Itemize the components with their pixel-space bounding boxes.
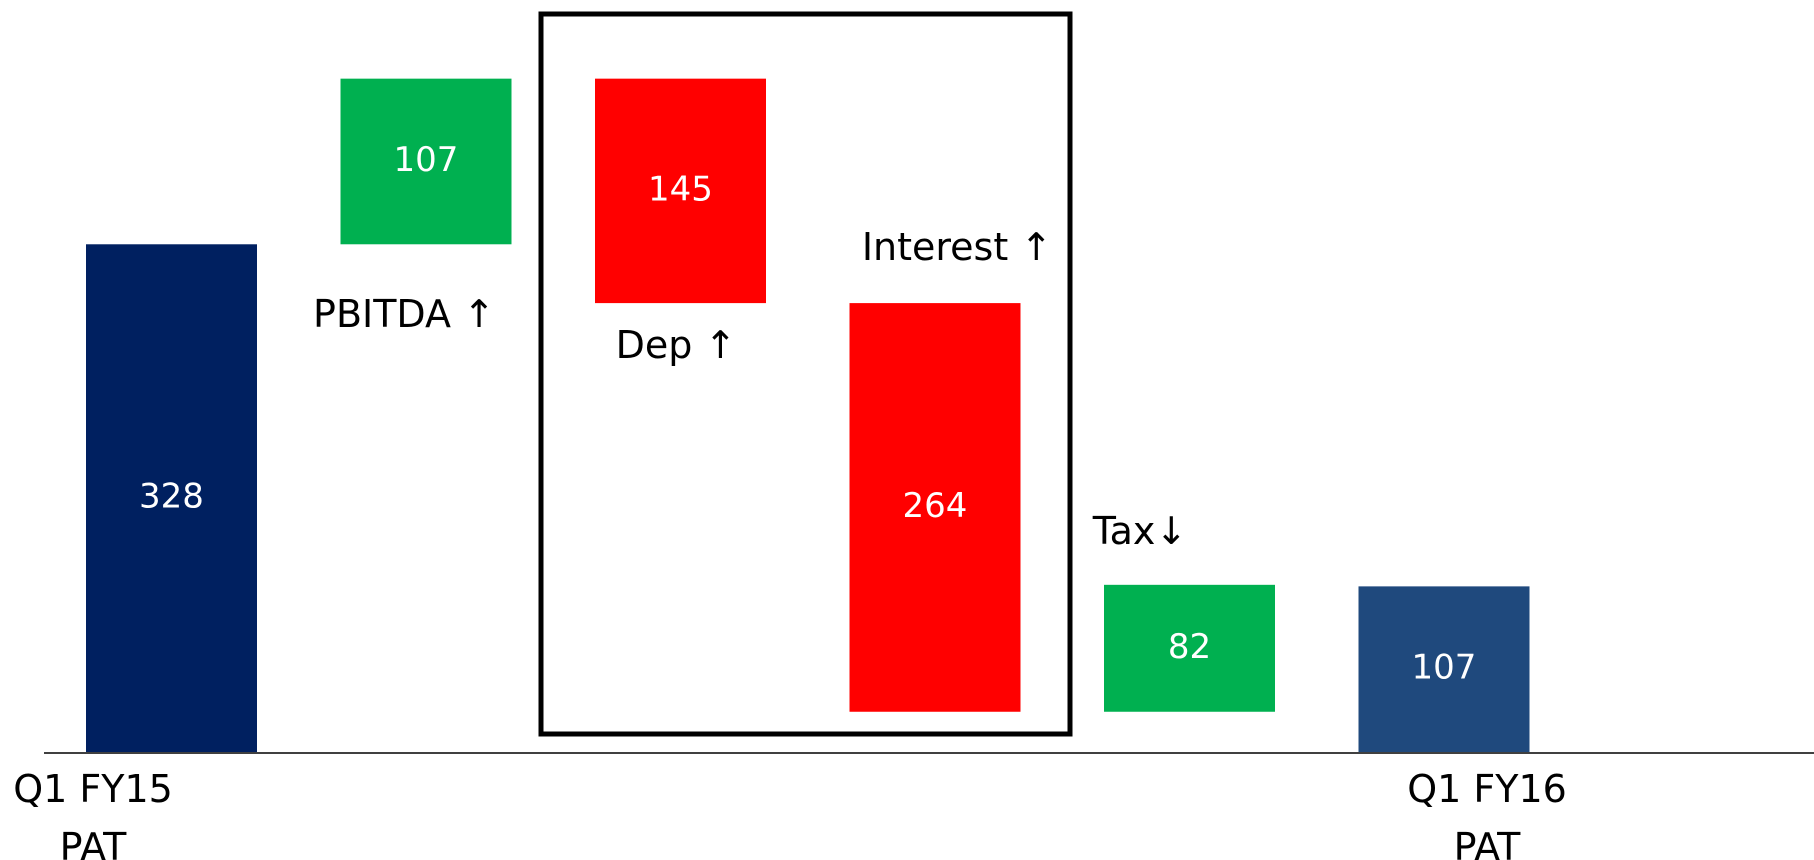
- category-label: Q1 FY16 PAT: [1407, 767, 1567, 860]
- bar: [1358, 586, 1530, 752]
- value-label: 145: [648, 169, 713, 209]
- category-label: Interest ↑: [861, 225, 1053, 269]
- category-label: PBITDA ↑: [313, 292, 495, 336]
- category-label: Tax↓: [1092, 509, 1188, 553]
- value-label: 107: [1412, 648, 1477, 688]
- category-label: Dep ↑: [615, 323, 737, 367]
- highlight-box: [538, 11, 1073, 737]
- bar: [86, 244, 257, 753]
- bar: [340, 78, 512, 245]
- value-label: 82: [1168, 627, 1211, 667]
- value-label: 328: [139, 477, 204, 517]
- category-label: Q1 FY15 PAT: [13, 767, 173, 860]
- value-label: 264: [903, 486, 968, 526]
- bar: [595, 78, 766, 304]
- value-label: 107: [394, 140, 459, 180]
- bar: [1104, 584, 1275, 712]
- bar: [849, 303, 1021, 712]
